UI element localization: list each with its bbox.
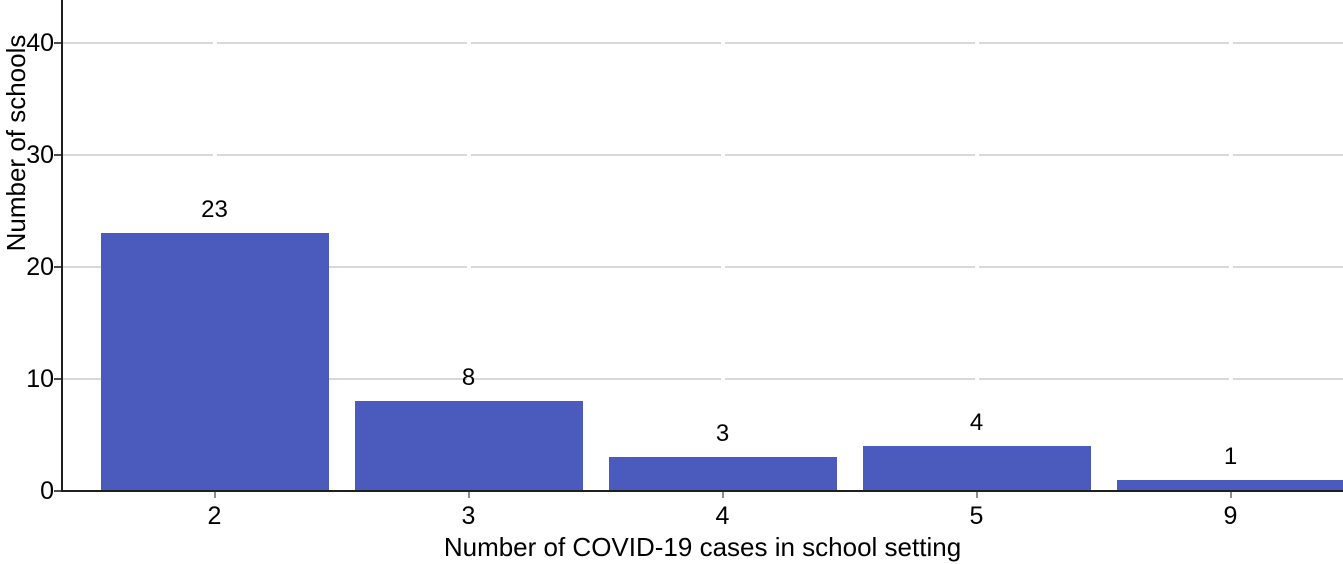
x-tick-2 (213, 492, 216, 498)
x-tick-5 (975, 492, 978, 498)
x-tick-label-3: 3 (461, 502, 476, 530)
y-tick-label-40: 40 (26, 29, 54, 57)
x-tick-3 (467, 492, 470, 498)
y-tick-40 (54, 42, 61, 44)
gridline-break-4 (720, 0, 725, 490)
gridline-break-3 (466, 0, 471, 490)
gridline-y-20 (62, 266, 1343, 268)
bar-value-label-9: 1 (1223, 442, 1238, 470)
gridline-break-5 (974, 0, 979, 490)
y-tick-label-20: 20 (26, 253, 54, 281)
bar-value-label-4: 3 (715, 420, 730, 448)
y-tick-label-30: 30 (26, 141, 54, 169)
bar-value-label-2: 23 (201, 196, 228, 224)
x-axis-line (61, 490, 1343, 492)
y-tick-30 (54, 154, 61, 156)
x-tick-label-4: 4 (715, 502, 730, 530)
x-tick-4 (721, 492, 724, 498)
y-tick-label-10: 10 (26, 365, 54, 393)
x-tick-label-5: 5 (969, 502, 984, 530)
gridline-y-40 (62, 42, 1343, 44)
y-tick-20 (54, 266, 61, 268)
x-tick-9 (1229, 492, 1232, 498)
x-tick-label-9: 9 (1223, 502, 1238, 530)
bar-value-label-5: 4 (969, 409, 984, 437)
gridline-break-9 (1228, 0, 1233, 490)
bar-3 (354, 401, 583, 491)
y-tick-10 (54, 378, 61, 380)
bar-value-label-3: 8 (461, 364, 476, 392)
bar-5 (862, 446, 1091, 491)
bar-9 (1116, 479, 1343, 491)
y-axis-line (61, 0, 63, 492)
y-tick-label-0: 0 (40, 477, 54, 505)
bar-2 (100, 233, 329, 491)
y-tick-0 (54, 490, 61, 492)
x-tick-label-2: 2 (207, 502, 222, 530)
x-axis-title: Number of COVID-19 cases in school setti… (443, 532, 962, 562)
bar-4 (608, 457, 837, 491)
gridline-y-30 (62, 154, 1343, 156)
gridline-y-10 (62, 378, 1343, 380)
